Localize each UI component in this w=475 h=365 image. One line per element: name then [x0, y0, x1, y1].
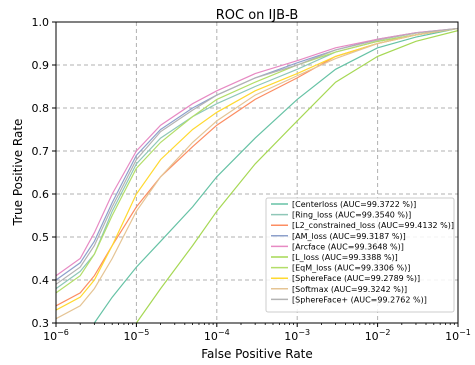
x-tick-label-4: 10−2: [365, 328, 391, 343]
series-line-5: [135, 30, 458, 323]
legend-entry-0: [Centerloss (AUC=99.3722 %)]: [292, 200, 416, 209]
y-axis-label: True Positive Rate: [11, 119, 25, 227]
legend-entry-3: [AM_loss (AUC=99.3187 %)]: [292, 232, 406, 241]
y-tick-label-2: 0.5: [32, 231, 50, 244]
y-tick-label-7: 1.0: [32, 16, 50, 29]
series-line-6: [56, 27, 458, 294]
series-line-8: [56, 27, 458, 320]
x-tick-label-0: 10−6: [43, 328, 69, 343]
legend-entry-4: [Arcface (AUC=99.3648 %)]: [292, 242, 404, 251]
series-line-0: [93, 27, 458, 323]
legend-entry-2: [L2_constrained_loss (AUC=99.4132 %)]: [292, 221, 454, 230]
y-tick-label-4: 0.7: [32, 145, 50, 158]
y-tick-label-5: 0.8: [32, 102, 50, 115]
x-axis-ticks: 10−6 10−5 10−4 10−3 10−2 10−1: [43, 323, 471, 343]
y-tick-label-3: 0.6: [32, 188, 50, 201]
x-tick-label-2: 10−4: [204, 328, 230, 343]
y-axis-ticks: 0.3 0.4 0.5 0.6 0.7 0.8 0.9 1.0: [32, 16, 56, 330]
legend-entry-6: [EqM_loss (AUC=99.3306 %)]: [292, 264, 410, 273]
legend-entry-1: [Ring_loss (AUC=99.3540 %)]: [292, 211, 411, 220]
legend-entry-8: [Softmax (AUC=99.3242 %)]: [292, 285, 407, 294]
y-tick-label-6: 0.9: [32, 59, 50, 72]
legend-entry-7: [SphereFace (AUC=99.2789 %)]: [292, 274, 420, 283]
legend-entry-5: [L_loss (AUC=99.3388 %)]: [292, 253, 398, 262]
legend: [Centerloss (AUC=99.3722 %)] [Ring_loss (…: [265, 197, 455, 313]
series-line-4: [56, 27, 458, 277]
x-axis-label: False Positive Rate: [201, 347, 313, 361]
x-tick-label-5: 10−1: [445, 328, 471, 343]
plot-frame: [55, 21, 459, 324]
y-tick-label-0: 0.3: [32, 317, 50, 330]
y-tick-label-1: 0.4: [32, 274, 50, 287]
legend-box: [265, 197, 455, 313]
series-line-9: [56, 27, 458, 285]
series-lines: [56, 27, 458, 323]
chart-title: ROC on IJB-B: [216, 8, 299, 23]
legend-entry-9: [SphereFace+ (AUC=99.2762 %)]: [292, 295, 427, 304]
x-tick-label-3: 10−3: [284, 328, 310, 343]
x-tick-label-1: 10−5: [124, 328, 150, 343]
